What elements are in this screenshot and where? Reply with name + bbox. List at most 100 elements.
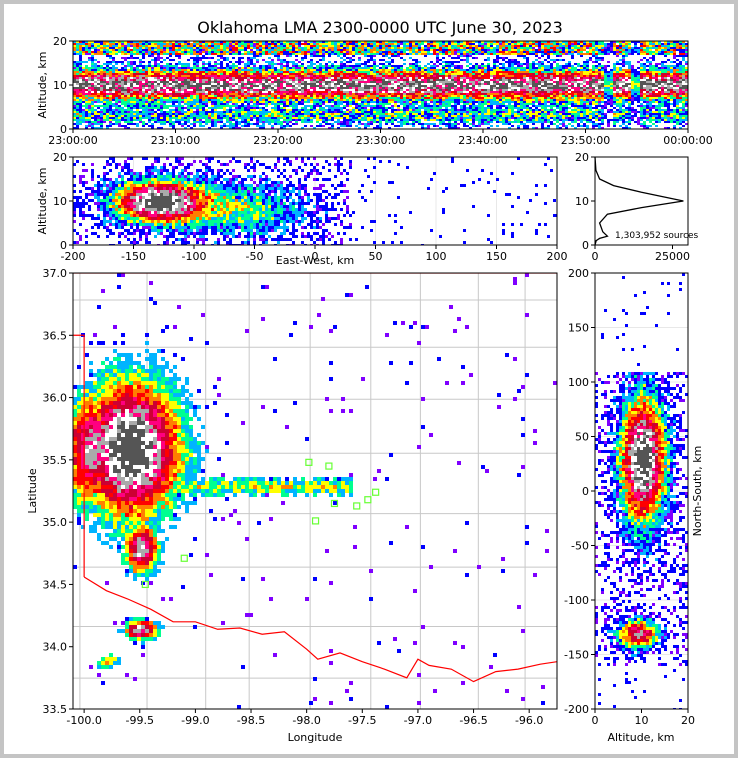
density-cell: [88, 45, 91, 47]
density-cell: [151, 65, 154, 67]
density-cell: [211, 77, 214, 79]
density-cell: [346, 79, 349, 81]
density-cell: [403, 97, 406, 99]
density-cell: [175, 55, 178, 57]
density-cell: [370, 47, 373, 49]
density-cell: [286, 95, 289, 97]
density-cell: [85, 47, 88, 49]
density-cell: [217, 51, 220, 53]
density-cell: [268, 47, 271, 49]
density-cell: [421, 111, 424, 113]
density-cell: [331, 83, 334, 85]
density-cell: [208, 41, 211, 43]
density-cell: [427, 95, 430, 97]
density-cell: [166, 113, 169, 115]
density-cell: [139, 117, 142, 119]
density-cell: [340, 97, 343, 99]
density-cell: [166, 83, 169, 85]
density-cell: [124, 73, 127, 75]
density-cell: [73, 69, 76, 71]
density-cell: [358, 83, 361, 85]
density-cell: [97, 97, 100, 99]
density-cell: [295, 103, 298, 105]
density-cell: [268, 81, 271, 83]
density-cell: [205, 119, 208, 121]
density-cell: [382, 69, 385, 71]
density-cell: [160, 127, 163, 129]
density-cell: [217, 93, 220, 95]
density-cell: [295, 67, 298, 69]
density-cell: [181, 63, 184, 65]
density-cell: [457, 43, 460, 45]
density-cell: [355, 51, 358, 53]
density-cell: [310, 121, 313, 123]
density-cell: [385, 51, 388, 53]
density-cell: [232, 117, 235, 119]
density-cell: [118, 115, 121, 117]
density-cell: [190, 97, 193, 99]
density-cell: [373, 51, 376, 53]
density-cell: [433, 77, 436, 79]
density-cell: [379, 81, 382, 83]
density-cell: [358, 73, 361, 75]
density-cell: [412, 75, 415, 77]
density-cell: [244, 83, 247, 85]
density-cell: [259, 119, 262, 121]
density-cell: [238, 47, 241, 49]
density-cell: [379, 89, 382, 91]
density-cell: [454, 49, 457, 51]
density-cell: [313, 115, 316, 117]
density-cell: [100, 111, 103, 113]
density-cell: [295, 49, 298, 51]
density-cell: [88, 57, 91, 59]
density-cell: [259, 73, 262, 75]
density-cell: [343, 111, 346, 113]
density-cell: [436, 61, 439, 63]
density-cell: [196, 93, 199, 95]
density-cell: [310, 87, 313, 89]
density-cell: [439, 99, 442, 101]
density-cell: [190, 43, 193, 45]
density-cell: [382, 87, 385, 89]
density-cell: [265, 73, 268, 75]
density-cell: [463, 49, 466, 51]
density-cell: [343, 75, 346, 77]
density-cell: [454, 67, 457, 69]
density-cell: [280, 87, 283, 89]
density-cell: [436, 91, 439, 93]
density-cell: [343, 125, 346, 127]
density-cell: [127, 75, 130, 77]
density-cell: [412, 117, 415, 119]
density-cell: [325, 115, 328, 117]
density-cell: [262, 49, 265, 51]
density-cell: [337, 79, 340, 81]
density-cell: [241, 77, 244, 79]
density-cell: [97, 47, 100, 49]
density-cell: [154, 77, 157, 79]
density-cell: [445, 65, 448, 67]
density-cell: [367, 65, 370, 67]
density-cell: [127, 99, 130, 101]
density-cell: [352, 119, 355, 121]
density-cell: [457, 95, 460, 97]
density-cell: [82, 91, 85, 93]
density-cell: [286, 79, 289, 81]
density-cell: [379, 119, 382, 121]
density-cell: [220, 61, 223, 63]
density-cell: [352, 113, 355, 115]
density-cell: [115, 85, 118, 87]
density-cell: [403, 81, 406, 83]
density-cell: [85, 73, 88, 75]
density-cell: [190, 99, 193, 101]
density-cell: [355, 101, 358, 103]
density-cell: [412, 93, 415, 95]
density-cell: [82, 75, 85, 77]
density-cell: [457, 115, 460, 117]
density-cell: [295, 123, 298, 125]
density-cell: [460, 115, 463, 117]
density-cell: [373, 81, 376, 83]
density-cell: [142, 117, 145, 119]
density-cell: [181, 47, 184, 49]
density-cell: [148, 85, 151, 87]
density-cell: [253, 99, 256, 101]
